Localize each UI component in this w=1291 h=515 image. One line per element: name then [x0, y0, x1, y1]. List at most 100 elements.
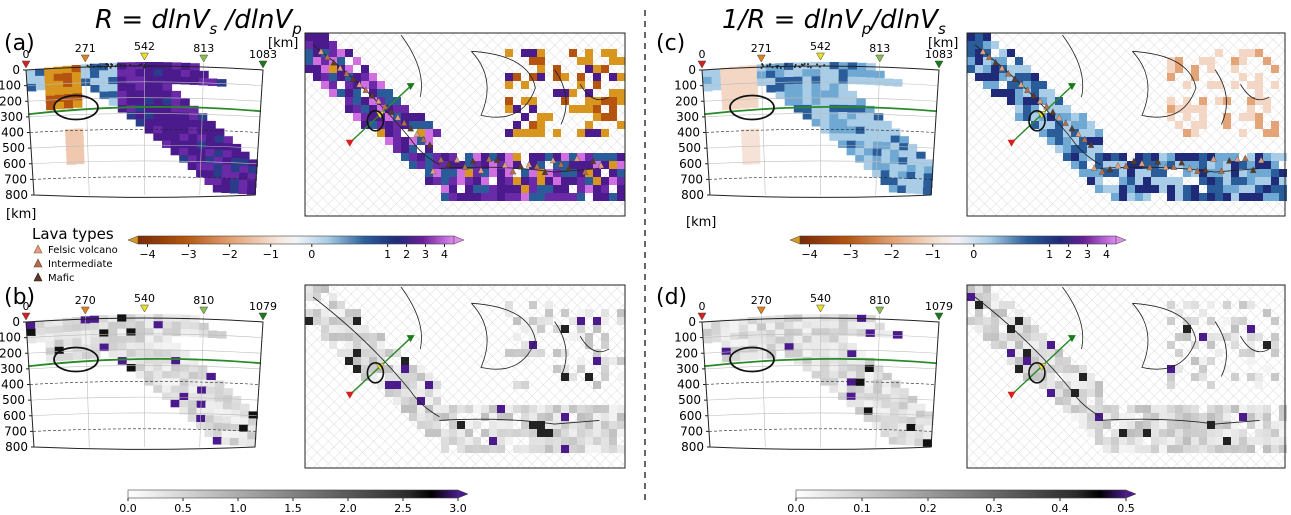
section-cell — [765, 315, 776, 324]
map-cell — [561, 185, 569, 193]
map-cell — [1279, 169, 1287, 177]
section-cell — [135, 363, 146, 372]
section-cell — [865, 105, 875, 114]
map-cell — [601, 357, 609, 365]
map-cell — [417, 413, 425, 421]
map-cell — [465, 169, 473, 177]
volcano-icon — [1162, 163, 1169, 171]
map-cell — [1015, 113, 1023, 121]
section-cell — [162, 69, 173, 77]
section-cell — [144, 335, 155, 343]
colorbar-tick-label: −1 — [263, 248, 279, 261]
section-cell — [144, 90, 155, 98]
map-cell — [1119, 161, 1127, 169]
map-cell — [1167, 177, 1175, 185]
section-cell — [162, 371, 172, 379]
map-cell — [1239, 405, 1247, 413]
section-cell — [739, 94, 750, 102]
section-cell — [187, 155, 198, 163]
distance-gridline — [199, 314, 205, 448]
section-cell — [247, 432, 257, 440]
section-cell — [179, 119, 190, 128]
map-cell — [1223, 429, 1231, 437]
map-cell — [1247, 169, 1255, 177]
map-cell — [991, 317, 999, 325]
section-cell — [189, 357, 199, 366]
section-cell — [72, 93, 83, 101]
section-cell — [838, 97, 848, 106]
section-cell — [838, 83, 849, 91]
section-cell — [199, 70, 209, 79]
map-cell — [617, 73, 625, 81]
map-cell — [1159, 413, 1167, 421]
section-cell — [874, 329, 885, 338]
volcano-icon — [1106, 165, 1114, 173]
map-cell — [1135, 437, 1143, 445]
section-cell — [239, 172, 249, 181]
map-cell — [561, 161, 569, 169]
map-cell — [1247, 301, 1255, 309]
map-cell — [1279, 437, 1287, 445]
section-cell — [188, 393, 198, 401]
map-cell — [321, 325, 329, 333]
map-cell — [577, 421, 585, 429]
map-cell — [449, 429, 457, 437]
map-cell — [553, 169, 561, 177]
event-dot — [816, 63, 819, 66]
map-cell — [337, 317, 345, 325]
section-cell — [213, 408, 224, 417]
section-cell — [46, 354, 56, 363]
section-cell — [153, 69, 164, 77]
section-cell — [188, 127, 198, 135]
map-cell — [1207, 185, 1215, 193]
map-cell — [983, 317, 991, 325]
map-cell — [521, 113, 529, 121]
map-cell — [361, 73, 369, 81]
map-cell — [577, 185, 585, 193]
map-cell — [545, 169, 553, 177]
map-cell — [1199, 57, 1207, 65]
section-cell — [231, 143, 242, 152]
map-cell — [577, 365, 585, 373]
map-cell — [505, 349, 513, 357]
section-cell — [126, 356, 137, 365]
map-cell — [1247, 153, 1255, 161]
map-cell — [1199, 177, 1207, 185]
map-cell — [537, 169, 545, 177]
map-cell — [1207, 405, 1215, 413]
distance-gridline — [760, 62, 766, 196]
map-cell — [393, 349, 401, 357]
event-dot — [785, 63, 788, 66]
map-cell — [1167, 429, 1175, 437]
map-cell — [1087, 389, 1095, 397]
map-cell — [425, 397, 433, 405]
section-cell — [197, 134, 207, 142]
section-cell — [223, 388, 233, 396]
map-b — [304, 284, 626, 469]
section-cell — [179, 148, 189, 156]
map-cell — [1095, 169, 1103, 177]
map-cell — [369, 113, 377, 121]
section-cell — [205, 401, 215, 409]
section-cell — [231, 158, 241, 166]
event-dot — [116, 64, 119, 66]
section-cell — [171, 105, 181, 113]
section-cell — [784, 336, 794, 344]
map-cell — [513, 129, 521, 137]
map-cell — [393, 145, 401, 153]
map-cell — [1007, 81, 1015, 89]
section-cell — [171, 328, 182, 337]
section-cell — [135, 349, 146, 358]
map-cell — [417, 129, 425, 137]
section-cell — [144, 342, 155, 350]
section-cell — [784, 350, 795, 358]
map-cell — [1119, 445, 1127, 453]
map-cell — [1167, 193, 1175, 201]
map-cell — [1223, 445, 1231, 453]
map-cell — [577, 445, 585, 453]
section-cell — [180, 105, 190, 113]
map-cell — [1047, 349, 1055, 357]
map-cell — [385, 97, 393, 105]
section-cell — [856, 364, 866, 372]
map-cell — [1215, 333, 1223, 341]
